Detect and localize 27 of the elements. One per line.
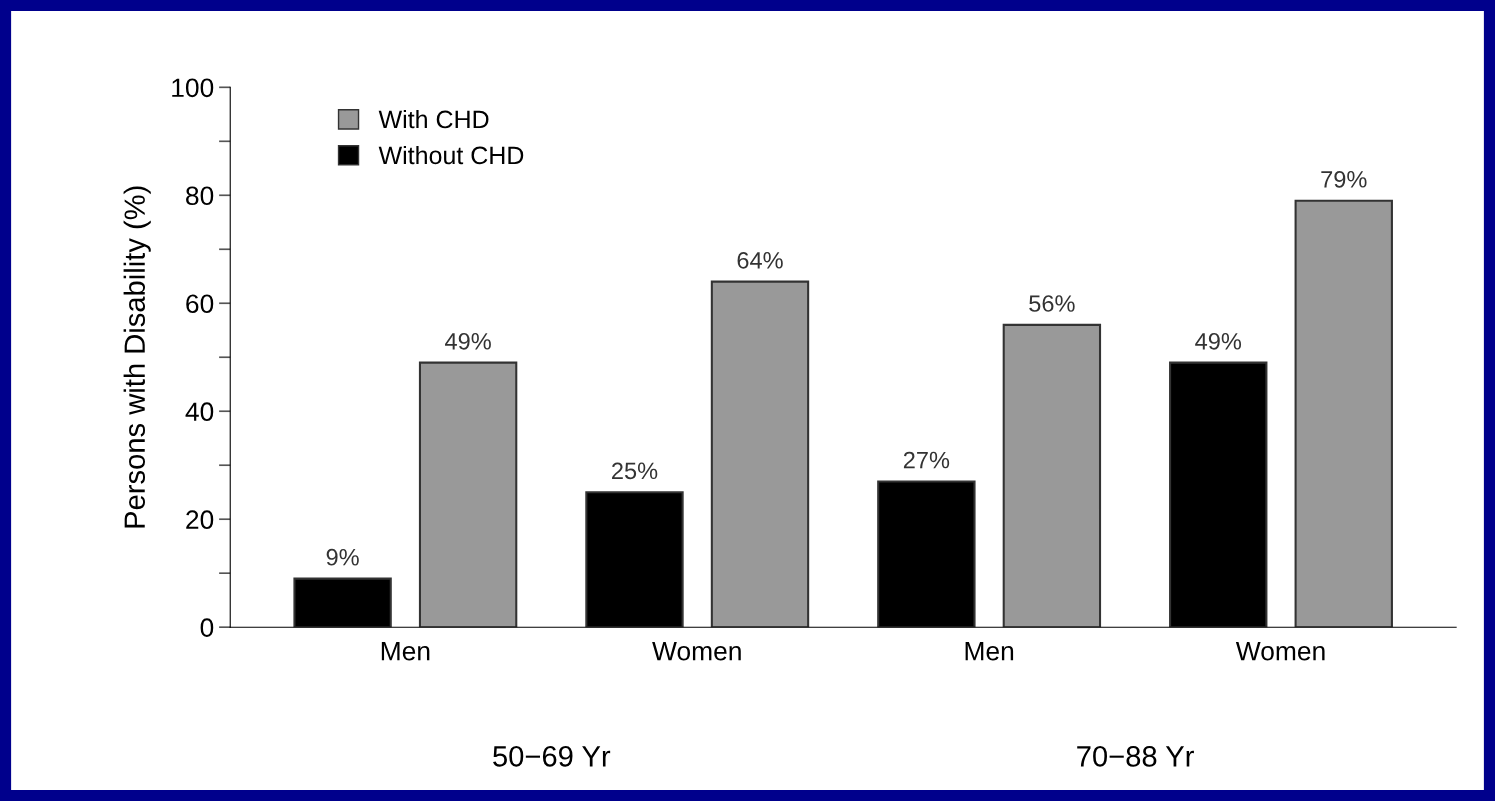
- data-label: 64%: [737, 251, 783, 269]
- bar: [1002, 323, 1102, 628]
- text: 50−69 Yr: [493, 746, 611, 767]
- data-label: 49%: [1195, 332, 1242, 350]
- y-tick-label: 60: [186, 294, 214, 314]
- y-tick-label: 80: [186, 186, 214, 206]
- x-tick-label: Women: [1235, 642, 1325, 661]
- y-tick-label: 40: [185, 402, 214, 422]
- data-label: 79%: [1321, 170, 1367, 188]
- text: 70−88 Yr: [1077, 746, 1194, 767]
- data-label: 9%: [326, 548, 359, 566]
- bar: [710, 280, 810, 628]
- data-label: 27%: [903, 451, 950, 469]
- y-axis-title: Persons with Disability (%): [123, 186, 151, 528]
- y-tick-label: 0: [200, 618, 214, 637]
- legend-label: With CHD: [378, 109, 489, 129]
- legend-label: Without CHD: [378, 145, 524, 165]
- x-tick-label: Men: [381, 642, 430, 661]
- bar: [418, 361, 518, 628]
- x-tick-label: Men: [965, 642, 1014, 661]
- data-label: 49%: [445, 332, 491, 350]
- x-tick-label: Women: [652, 642, 741, 661]
- bar: [1294, 199, 1393, 628]
- y-tick-label: 20: [186, 510, 214, 530]
- data-label: 56%: [1029, 295, 1075, 312]
- data-label: 25%: [612, 462, 658, 480]
- y-tick-label: 100: [172, 78, 214, 98]
